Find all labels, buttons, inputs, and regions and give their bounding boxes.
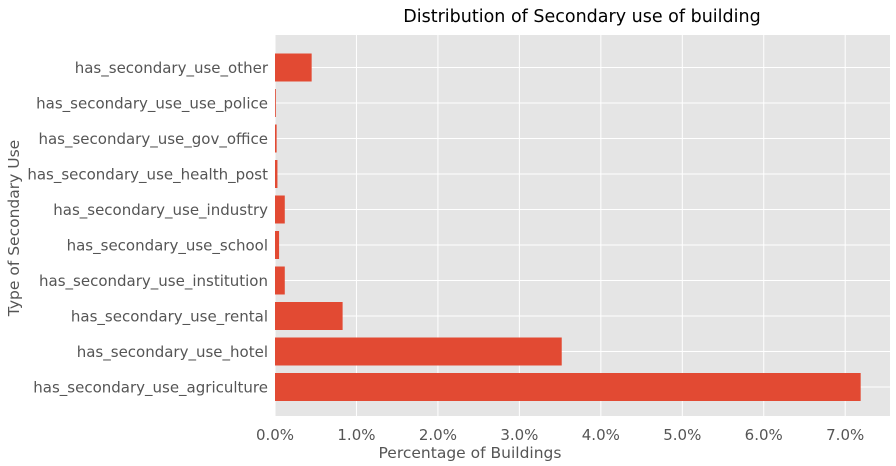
- y-tick-label: has_secondary_use_hotel: [77, 343, 268, 362]
- x-tick-label: 1.0%: [337, 426, 375, 444]
- bar: [275, 124, 277, 153]
- y-tick-label: has_secondary_use_institution: [39, 272, 268, 291]
- bar: [275, 53, 312, 82]
- bar: [275, 231, 280, 259]
- x-tick-label: 7.0%: [826, 426, 864, 444]
- y-tick-label: has_secondary_use_other: [75, 59, 269, 78]
- y-tick-label: has_secondary_use_use_police: [36, 95, 268, 114]
- y-tick-labels: has_secondary_use_agriculture has_seconda…: [27, 59, 269, 398]
- x-axis-label: Percentage of Buildings: [379, 444, 562, 462]
- y-tick-label: has_secondary_use_agriculture: [33, 379, 268, 398]
- x-tick-label: 2.0%: [419, 426, 457, 444]
- x-tick-label: 5.0%: [663, 426, 701, 444]
- x-tick-label: 6.0%: [745, 426, 783, 444]
- y-tick-label: has_secondary_use_rental: [71, 308, 268, 327]
- bar: [275, 89, 276, 117]
- x-tick-labels: 0.0% 1.0% 2.0% 3.0% 4.0% 5.0% 6.0% 7.0%: [256, 426, 864, 444]
- x-tick-label: 0.0%: [256, 426, 294, 444]
- y-axis-label: Type of Secondary Use: [5, 140, 23, 317]
- bar: [275, 373, 861, 401]
- y-tick-label: has_secondary_use_school: [67, 237, 268, 256]
- x-tick-label: 4.0%: [582, 426, 620, 444]
- bar: [275, 266, 285, 295]
- x-tick-label: 3.0%: [500, 426, 538, 444]
- y-tick-label: has_secondary_use_gov_office: [38, 130, 268, 149]
- bar: [275, 337, 562, 366]
- bars: [275, 53, 861, 401]
- bar: [275, 160, 278, 188]
- chart-title: Distribution of Secondary use of buildin…: [403, 7, 760, 27]
- y-tick-label: has_secondary_use_industry: [53, 201, 268, 220]
- bar: [275, 302, 343, 330]
- y-tick-label: has_secondary_use_health_post: [27, 166, 268, 185]
- bar: [275, 195, 285, 224]
